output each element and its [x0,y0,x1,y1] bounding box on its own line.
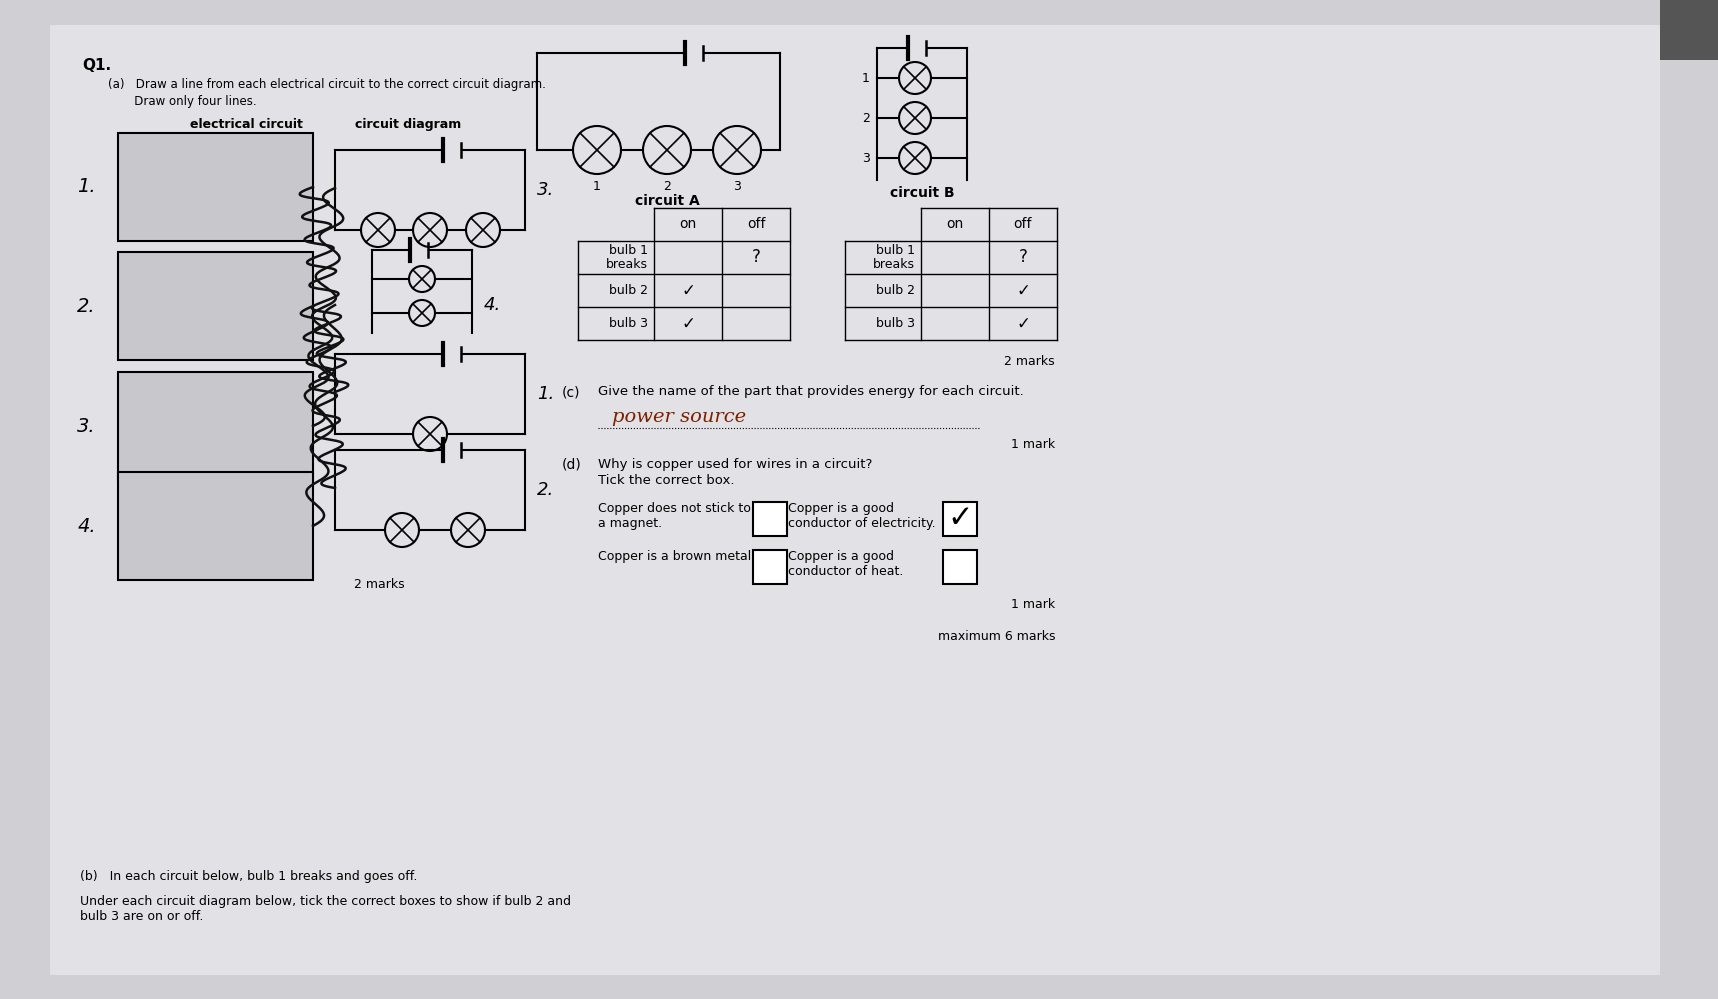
Text: 4.: 4. [77,516,96,535]
Text: bulb 3: bulb 3 [608,317,648,330]
Text: 1: 1 [593,180,601,193]
Text: Give the name of the part that provides energy for each circuit.: Give the name of the part that provides … [598,385,1024,398]
Text: off: off [747,218,765,232]
Text: ✓: ✓ [1015,282,1029,300]
Text: bulb 1
breaks: bulb 1 breaks [606,244,648,272]
Text: Under each circuit diagram below, tick the correct boxes to show if bulb 2 and: Under each circuit diagram below, tick t… [81,895,570,908]
Text: ✓: ✓ [1015,315,1029,333]
Text: 1 mark: 1 mark [1010,438,1055,451]
Text: 3: 3 [734,180,740,193]
Text: Copper is a good
conductor of electricity.: Copper is a good conductor of electricit… [789,502,936,530]
Text: bulb 3: bulb 3 [876,317,916,330]
Text: electrical circuit: electrical circuit [191,118,302,131]
Bar [943,502,978,536]
Text: 2: 2 [862,112,869,125]
Text: 1: 1 [862,72,869,85]
Bar [119,372,313,480]
Text: on: on [947,218,964,232]
Text: ?: ? [751,249,761,267]
Text: 3.: 3. [538,181,555,199]
Text: Copper does not stick to
a magnet.: Copper does not stick to a magnet. [598,502,751,530]
Text: 3.: 3. [77,417,96,436]
Text: ✓: ✓ [680,282,696,300]
Text: (b)   In each circuit below, bulb 1 breaks and goes off.: (b) In each circuit below, bulb 1 breaks… [81,870,417,883]
Bar [1660,0,1718,60]
Text: 1.: 1. [77,178,96,197]
Text: bulb 1
breaks: bulb 1 breaks [873,244,916,272]
Text: off: off [1014,218,1033,232]
Bar [119,472,313,580]
Text: circuit diagram: circuit diagram [356,118,460,131]
Text: 3: 3 [862,152,869,165]
Text: ✓: ✓ [947,504,972,533]
Text: Copper is a good
conductor of heat.: Copper is a good conductor of heat. [789,550,904,578]
Text: Why is copper used for wires in a circuit?: Why is copper used for wires in a circui… [598,458,873,471]
Text: 2.: 2. [538,481,555,499]
Text: 2: 2 [663,180,672,193]
Bar [119,133,313,241]
Text: (d): (d) [562,458,582,472]
Text: ✓: ✓ [680,315,696,333]
Text: Q1.: Q1. [82,58,112,73]
Text: Tick the correct box.: Tick the correct box. [598,474,735,487]
Text: bulb 2: bulb 2 [608,284,648,297]
Text: 1.: 1. [538,385,555,403]
Text: ?: ? [1019,249,1027,267]
Text: 2.: 2. [77,297,96,316]
Text: bulb 3 are on or off.: bulb 3 are on or off. [81,910,203,923]
Text: 2 marks: 2 marks [1005,355,1055,368]
Bar [752,502,787,536]
Text: Draw only four lines.: Draw only four lines. [108,95,256,108]
Text: on: on [679,218,696,232]
Text: (c): (c) [562,385,581,399]
Text: Copper is a brown metal.: Copper is a brown metal. [598,550,756,563]
Text: bulb 2: bulb 2 [876,284,916,297]
Bar [943,550,978,584]
Bar [119,252,313,360]
Text: circuit B: circuit B [890,186,953,200]
Text: power source: power source [612,408,746,426]
Bar [752,550,787,584]
Text: (a)   Draw a line from each electrical circuit to the correct circuit diagram.: (a) Draw a line from each electrical cir… [108,78,546,91]
Text: circuit A: circuit A [634,194,699,208]
Text: 2 marks: 2 marks [354,578,405,591]
Text: 1 mark: 1 mark [1010,598,1055,611]
Text: maximum 6 marks: maximum 6 marks [938,630,1055,643]
Text: 4.: 4. [484,296,502,314]
